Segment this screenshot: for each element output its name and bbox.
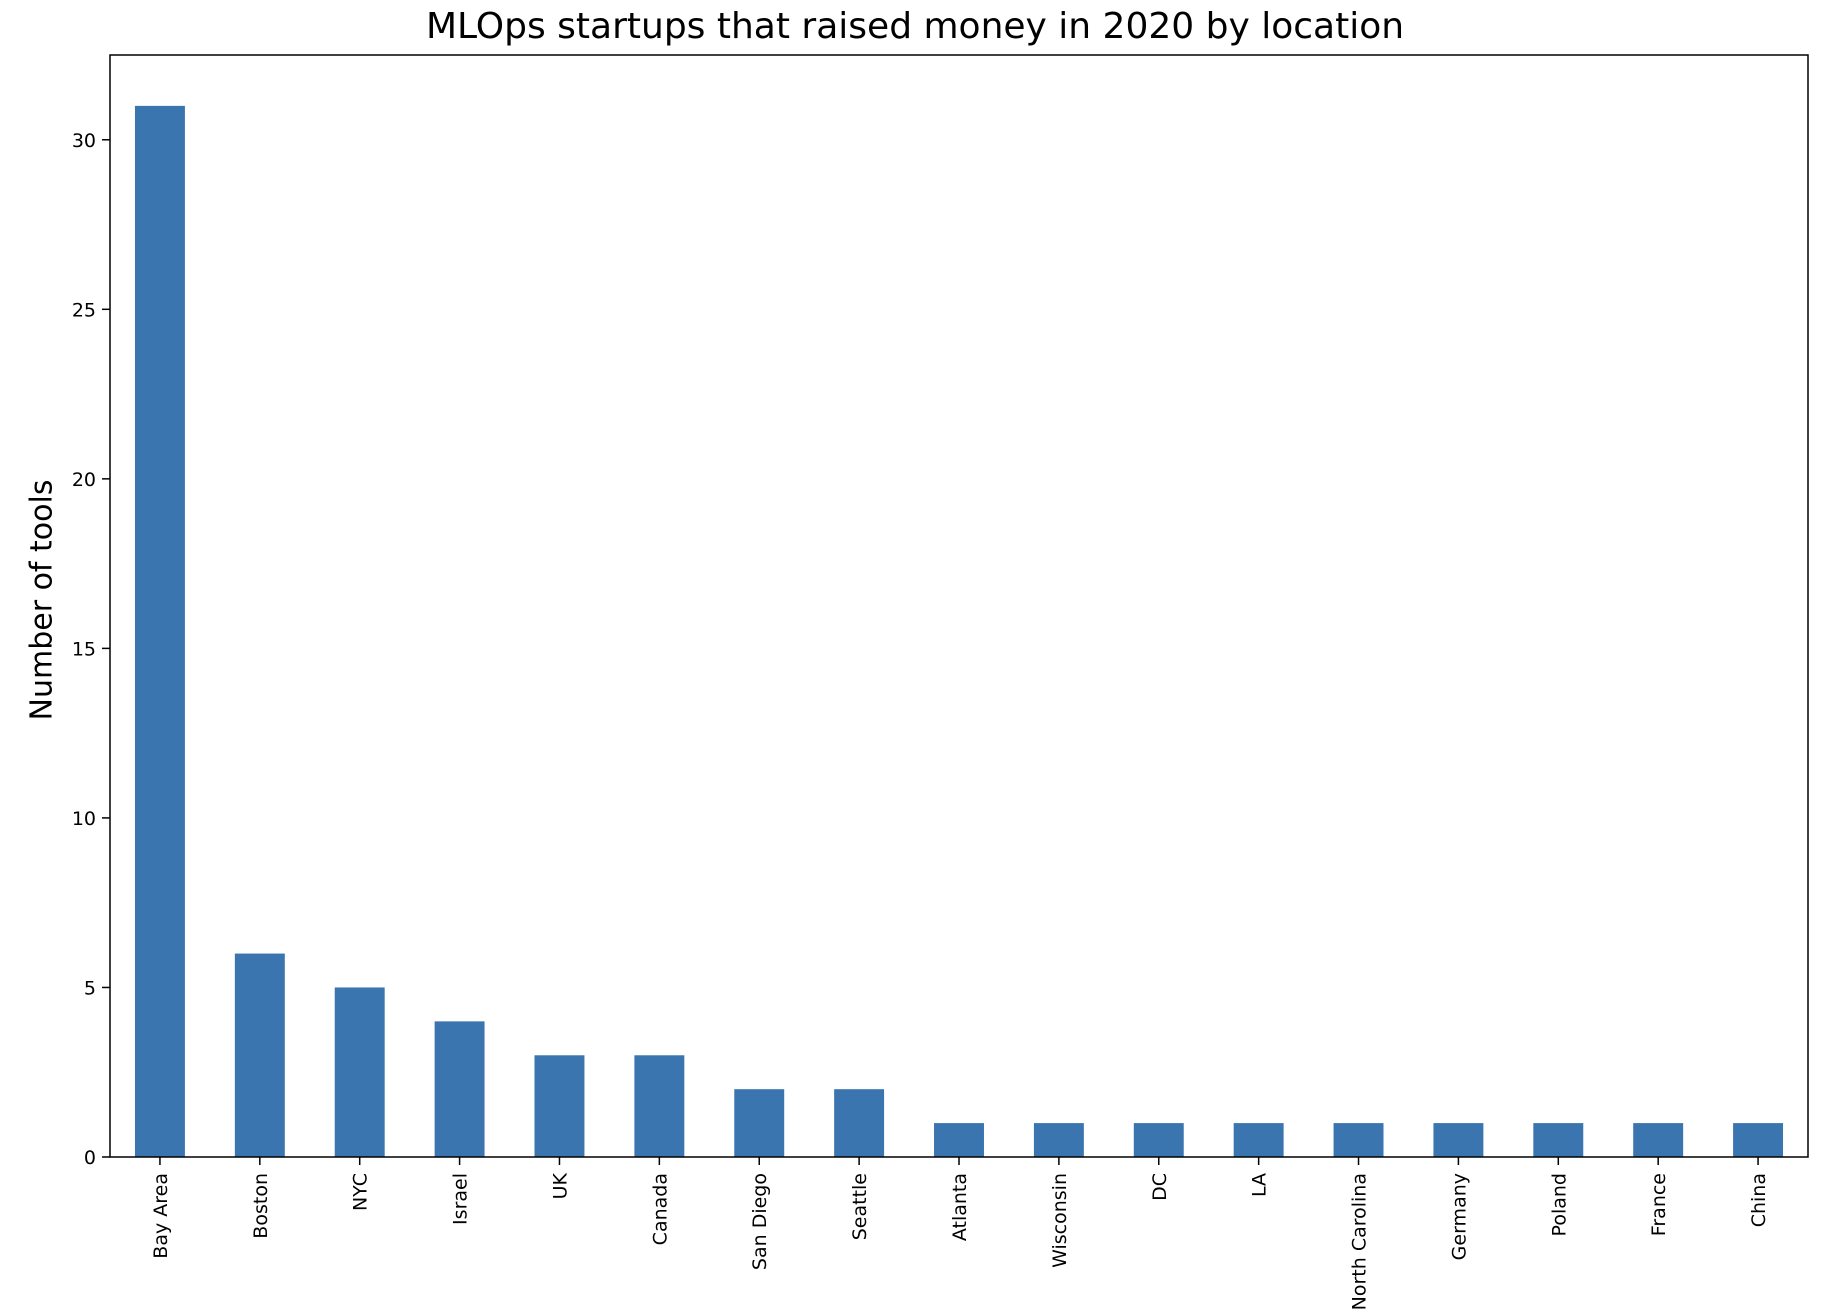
y-tick-label: 10 xyxy=(72,808,96,830)
y-tick-label: 30 xyxy=(72,130,96,152)
x-tick-label: Bay Area xyxy=(150,1173,172,1259)
x-tick-label: North Carolina xyxy=(1349,1173,1371,1310)
bar xyxy=(234,953,285,1157)
bar xyxy=(1133,1123,1184,1157)
y-tick-label: 15 xyxy=(72,638,96,660)
x-tick-label: France xyxy=(1648,1173,1670,1236)
y-tick-label: 25 xyxy=(72,299,96,321)
x-tick-label: LA xyxy=(1249,1173,1271,1197)
x-tick-label: Seattle xyxy=(849,1173,871,1240)
y-tick-label: 5 xyxy=(84,977,96,999)
bar xyxy=(1633,1123,1684,1157)
y-tick-label: 20 xyxy=(72,469,96,491)
x-tick-label: Germany xyxy=(1448,1173,1470,1260)
bar xyxy=(134,105,185,1157)
x-tick-label: Atlanta xyxy=(949,1173,971,1241)
x-tick-label: Wisconsin xyxy=(1049,1173,1071,1268)
bar xyxy=(634,1055,685,1157)
bar xyxy=(1333,1123,1384,1157)
bar xyxy=(334,987,385,1157)
x-tick-label: Canada xyxy=(649,1173,671,1245)
bar xyxy=(834,1089,885,1157)
bar xyxy=(1533,1123,1584,1157)
x-tick-label: UK xyxy=(549,1172,571,1199)
bar xyxy=(534,1055,585,1157)
bar xyxy=(934,1123,984,1157)
bar xyxy=(1733,1123,1784,1157)
x-tick-label: NYC xyxy=(350,1173,372,1211)
x-tick-label: Israel xyxy=(450,1173,472,1225)
bar xyxy=(1233,1123,1284,1157)
chart-title: MLOps startups that raised money in 2020… xyxy=(425,6,1405,47)
x-tick-label: DC xyxy=(1149,1173,1171,1201)
x-tick-label: Boston xyxy=(250,1173,272,1239)
bar xyxy=(734,1089,785,1157)
x-tick-label: Poland xyxy=(1548,1173,1570,1236)
bar xyxy=(1433,1123,1484,1157)
y-tick-label: 0 xyxy=(84,1147,96,1169)
x-tick-label: San Diego xyxy=(749,1173,771,1270)
x-tick-label: China xyxy=(1748,1173,1770,1227)
bar xyxy=(1033,1123,1084,1157)
bar xyxy=(434,1021,485,1157)
